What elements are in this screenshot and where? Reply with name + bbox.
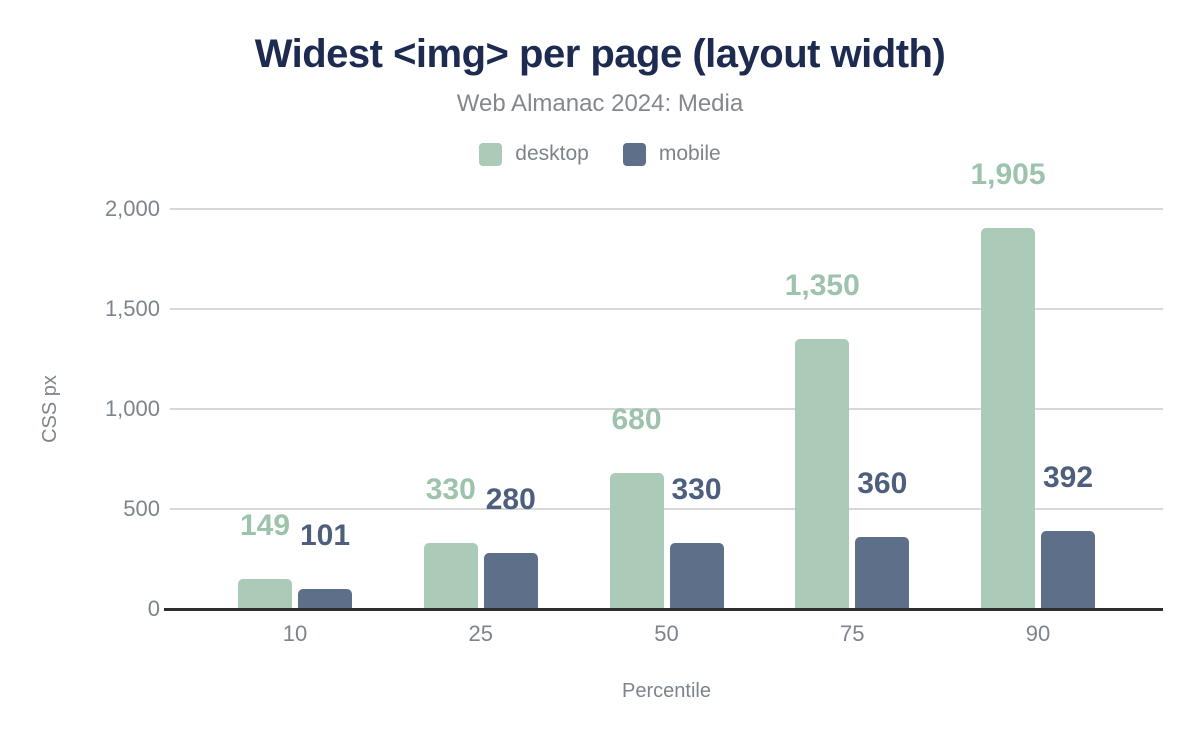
bar-mobile-p75[interactable] [855,537,910,609]
value-label-desktop-p50: 680 [611,403,662,436]
bar-mobile-p10[interactable] [298,588,352,609]
bar-mobile-p25[interactable] [483,553,538,609]
gridline-2000 [170,208,1163,210]
x-tick-label-90: 90 [1025,621,1051,646]
legend-item-desktop[interactable]: desktop [479,142,589,166]
y-axis-title: CSS px [39,375,61,443]
legend-item-mobile[interactable]: mobile [622,142,721,166]
legend: desktop mobile [0,142,1200,166]
x-axis-baseline [164,608,1163,611]
y-tick-label: 2,000 [104,196,160,221]
value-label-desktop-p25: 330 [425,473,476,506]
chart-title: Widest <img> per page (layout width) [254,32,946,76]
value-label-mobile-p75: 360 [857,467,908,500]
desktop-swatch-icon [479,142,503,166]
value-label-mobile-p50: 330 [671,473,722,506]
bar-desktop-p25[interactable] [423,543,478,609]
x-tick-label-10: 10 [282,621,308,646]
legend-label-mobile: mobile [658,142,721,165]
bar-desktop-p75[interactable] [795,339,850,609]
y-tick-label: 1,500 [104,296,160,321]
gridline-500 [170,508,1163,510]
bar-desktop-p90[interactable] [981,228,1035,609]
x-tick-label-75: 75 [840,621,865,646]
value-label-mobile-p10: 101 [299,518,351,552]
plot-area: 149 101 10 330 280 25 680 330 50 1,350 360 75 1,905 3… [164,160,1163,646]
value-label-desktop-p90: 1,905 [970,158,1046,191]
y-tick-label: 0 [147,596,160,621]
bar-desktop-p50[interactable] [609,473,664,609]
bar-desktop-p10[interactable] [238,579,292,609]
legend-label-desktop: desktop [515,142,589,165]
bar-mobile-p90[interactable] [1041,530,1095,609]
value-label-desktop-p10: 149 [239,509,291,543]
x-tick-label-25: 25 [468,621,493,646]
value-label-desktop-p75: 1,350 [784,269,860,302]
mobile-swatch-icon [622,142,646,166]
gridline-1000 [170,408,1163,410]
y-tick-label: 500 [123,496,160,521]
y-tick-label: 1,000 [104,396,160,421]
value-label-mobile-p25: 280 [485,483,536,516]
y-axis-labels: 0 500 1,000 1,500 2,000 [0,197,160,621]
x-tick-label-50: 50 [654,621,679,646]
chart-subtitle: Web Almanac 2024: Media [456,90,744,117]
value-label-mobile-p90: 392 [1042,460,1094,494]
gridline-1500 [170,308,1163,310]
bar-mobile-p50[interactable] [669,543,724,609]
x-axis-title: Percentile [622,680,711,702]
